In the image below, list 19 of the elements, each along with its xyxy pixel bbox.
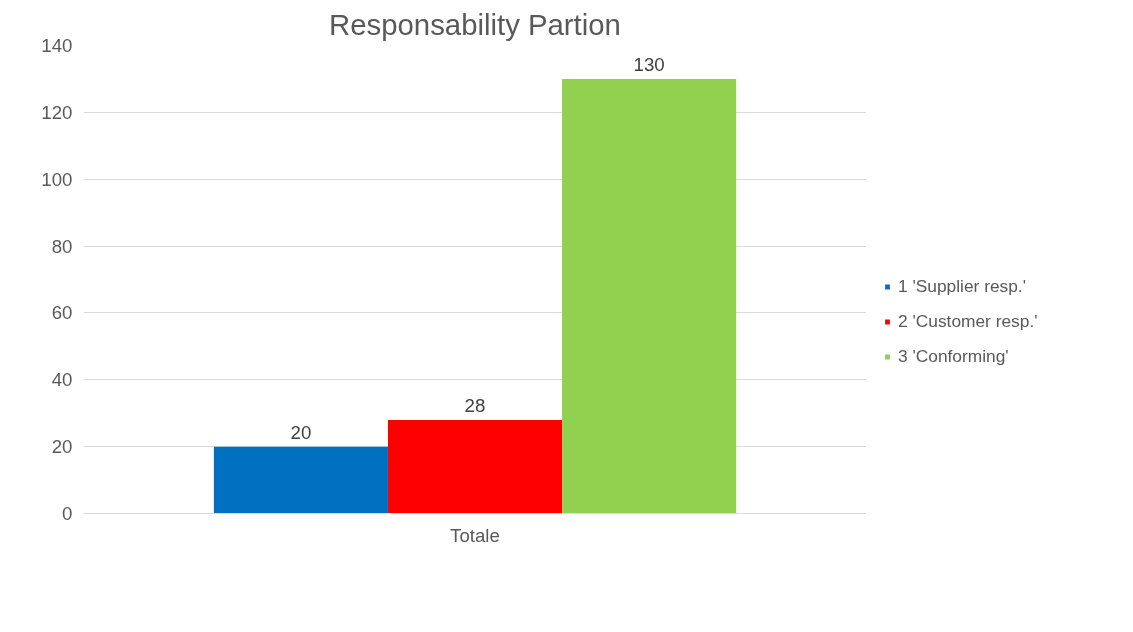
y-tick-label: 100 [41, 168, 73, 190]
data-label: 130 [633, 53, 665, 75]
chart-title: Responsability Partion [329, 7, 621, 41]
legend-label: 1 'Supplier resp.' [898, 275, 1026, 297]
y-tick-label: 40 [51, 369, 73, 391]
bar [213, 446, 388, 514]
data-label: 20 [290, 421, 312, 443]
data-label: 28 [464, 394, 486, 416]
y-tick-label: 60 [51, 302, 73, 324]
y-tick-label: 80 [51, 235, 73, 257]
bar [562, 78, 737, 514]
y-tick-label: 120 [41, 101, 73, 123]
legend-label: 3 'Conforming' [898, 345, 1009, 367]
legend-label: 2 'Customer resp.' [898, 310, 1038, 332]
bar [387, 419, 563, 514]
y-tick-label: 140 [41, 35, 73, 56]
y-tick-label: 0 [62, 503, 73, 524]
y-tick-label: 20 [51, 436, 73, 458]
x-tick-label: Totale [450, 524, 500, 546]
